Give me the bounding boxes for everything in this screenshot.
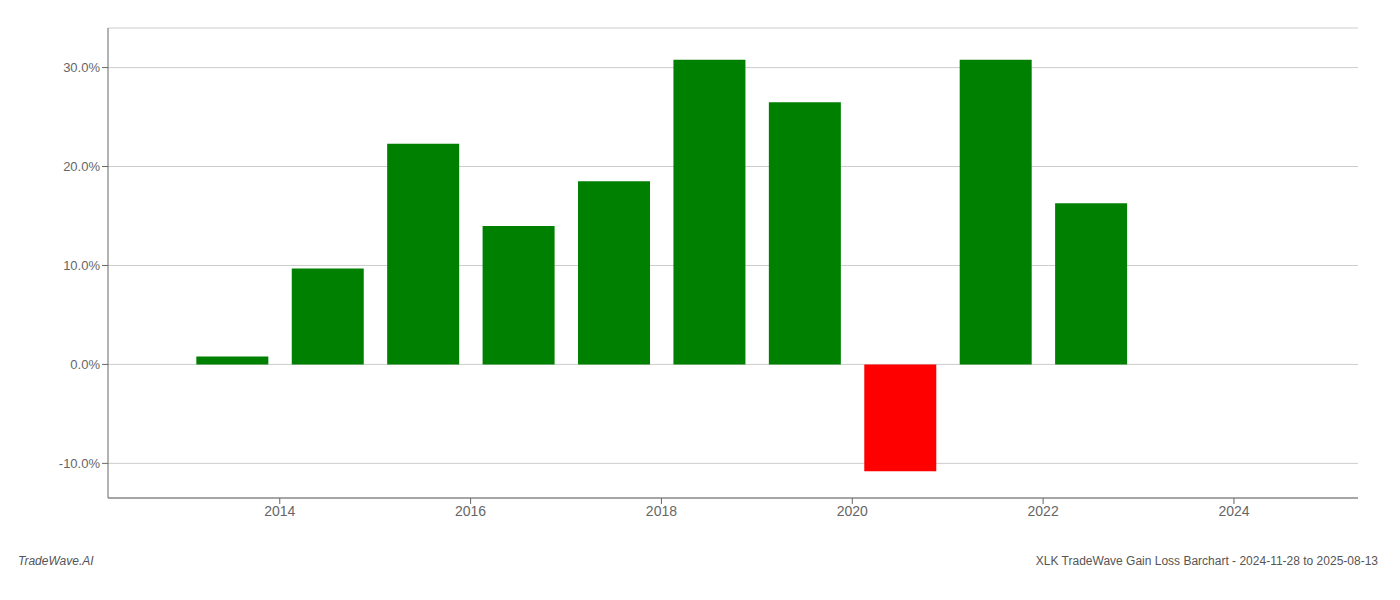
svg-text:0.0%: 0.0% (70, 357, 100, 372)
html-text:XLK TradeWave Gain Loss Barcha: XLK TradeWave Gain Loss Barchart - 2024-… (1035, 554, 1378, 568)
svg-text:30.0%: 30.0% (63, 60, 100, 75)
svg-text:2024: 2024 (1218, 503, 1249, 519)
svg-text:2018: 2018 (646, 503, 677, 519)
svg-text:2020: 2020 (837, 503, 868, 519)
html-text:TradeWave.AI: TradeWave.AI (18, 554, 94, 568)
svg-text:-10.0%: -10.0% (59, 456, 101, 471)
svg-text:2016: 2016 (455, 503, 486, 519)
svg-text:2022: 2022 (1028, 503, 1059, 519)
svg-text:10.0%: 10.0% (63, 258, 100, 273)
svg-text:20.0%: 20.0% (63, 159, 100, 174)
svg-text:2014: 2014 (264, 503, 295, 519)
